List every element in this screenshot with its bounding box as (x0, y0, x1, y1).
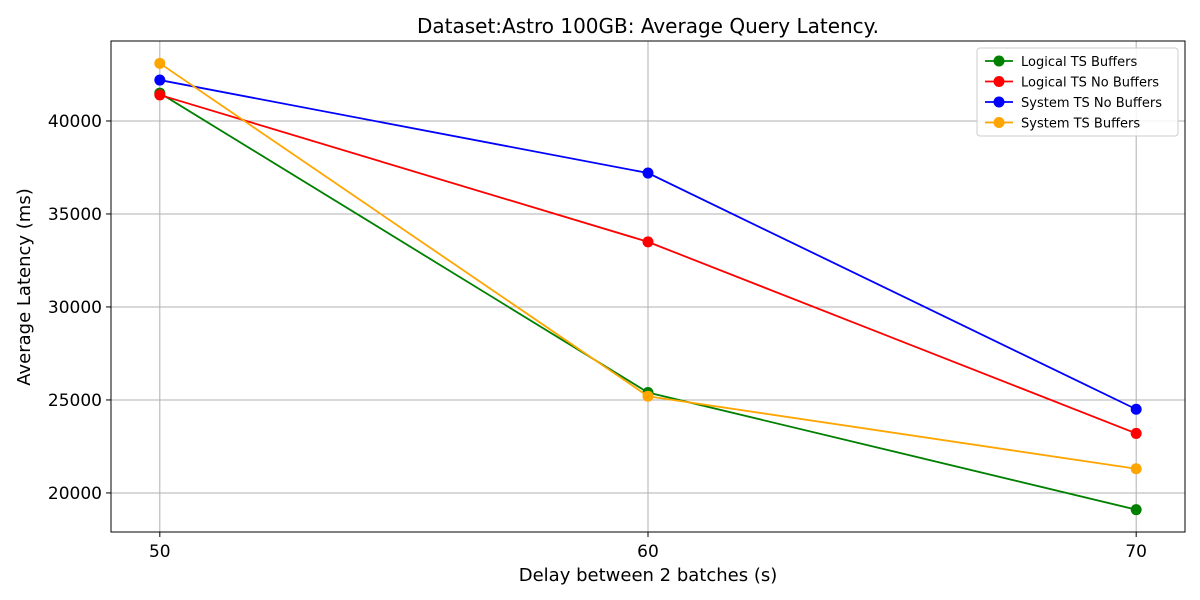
data-point (642, 236, 654, 248)
legend-label: Logical TS Buffers (1021, 55, 1137, 70)
y-tick-label: 30000 (48, 298, 102, 318)
legend-label: System TS Buffers (1021, 117, 1140, 132)
data-point (1130, 403, 1142, 415)
chart-title: Dataset:Astro 100GB: Average Query Laten… (417, 14, 879, 38)
series-system-ts-no-buffers (154, 74, 1142, 415)
legend-label: System TS No Buffers (1021, 96, 1162, 111)
legend-marker (993, 117, 1005, 128)
data-point (154, 89, 166, 101)
axis-ticks: 50 60 70 20000 25000 30000 35000 40000 (48, 112, 1147, 562)
legend-marker (993, 55, 1005, 67)
legend-item: System TS Buffers (985, 117, 1140, 132)
y-tick-label: 25000 (48, 391, 102, 411)
legend-box (976, 47, 1179, 137)
data-point (642, 167, 654, 179)
data-point (1130, 463, 1142, 475)
y-axis-label: Average Latency (ms) (14, 188, 35, 385)
data-point (1130, 427, 1142, 439)
legend-marker (993, 96, 1005, 108)
series-logical-ts-no-buffers (154, 89, 1142, 439)
legend-label: Logical TS No Buffers (1021, 76, 1159, 91)
data-point (154, 74, 166, 86)
y-tick-label: 20000 (48, 484, 102, 504)
data-point (154, 57, 166, 69)
legend-marker (993, 76, 1005, 87)
data-point (1130, 504, 1142, 516)
x-axis-label: Delay between 2 batches (s) (519, 565, 778, 586)
x-tick-label: 70 (1125, 542, 1147, 562)
x-tick-label: 60 (637, 542, 659, 562)
y-tick-label: 40000 (48, 112, 102, 132)
series-system-ts-buffers (154, 57, 1142, 475)
y-tick-label: 35000 (48, 205, 102, 225)
legend-item: System TS No Buffers (985, 96, 1162, 111)
series-lines (154, 57, 1142, 516)
legend-item: Logical TS No Buffers (985, 76, 1159, 91)
data-point (642, 390, 654, 402)
x-tick-label: 50 (149, 542, 171, 562)
legend: Logical TS Buffers Logical TS No Buffers S… (976, 47, 1179, 137)
legend-item: Logical TS Buffers (985, 55, 1137, 70)
